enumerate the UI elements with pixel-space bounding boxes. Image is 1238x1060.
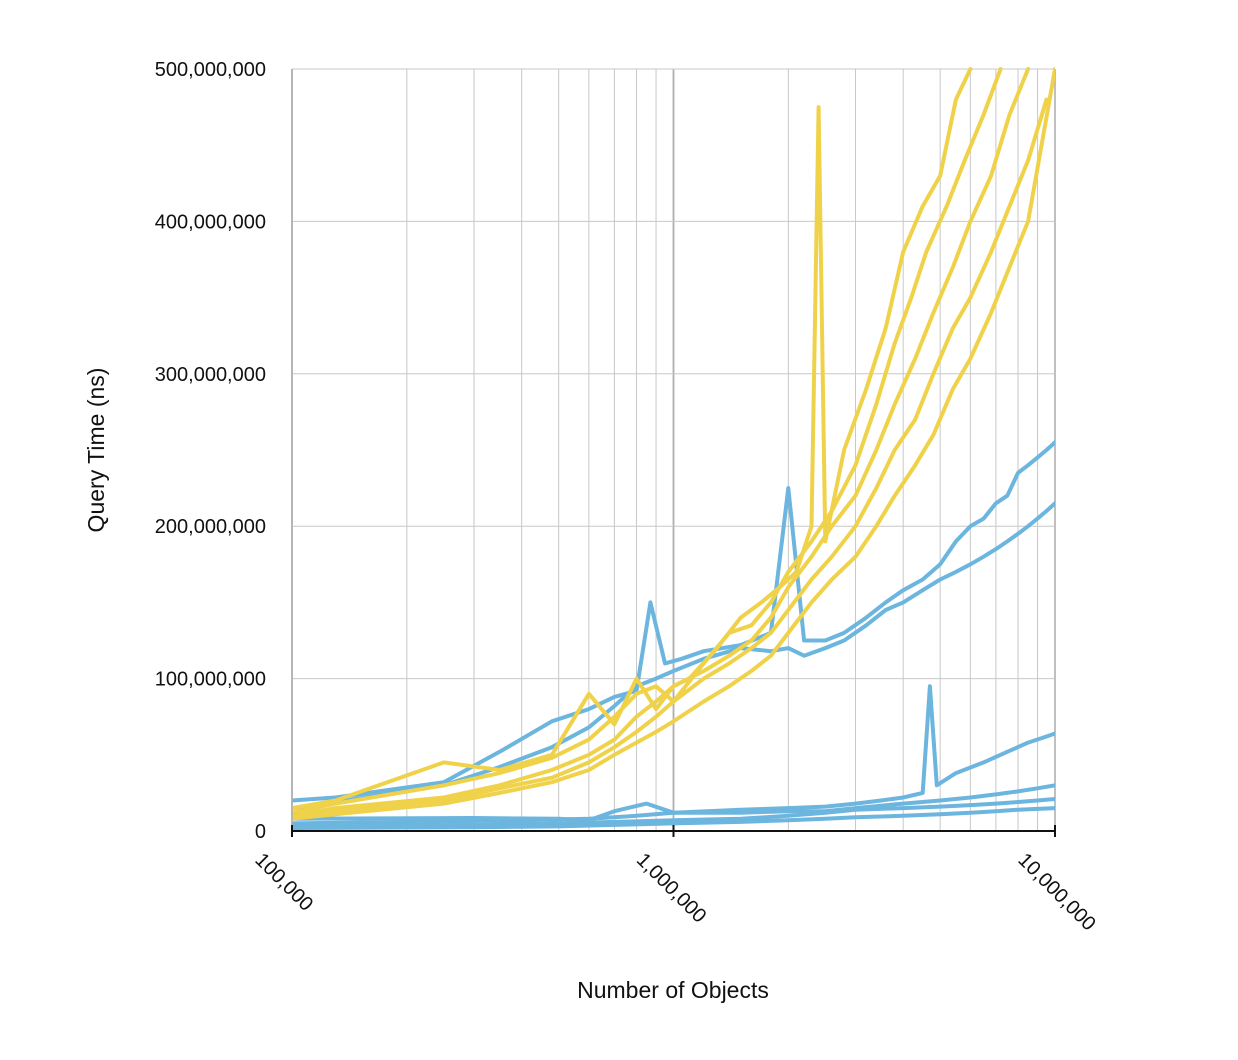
series-line-yellow-4 xyxy=(292,97,1049,820)
y-tick-label: 300,000,000 xyxy=(155,364,266,386)
y-tick-label: 500,000,000 xyxy=(155,59,266,81)
series-line-blue-2 xyxy=(292,501,1055,811)
x-tick-label: 1,000,000 xyxy=(632,849,710,927)
x-tick-label: 100,000 xyxy=(250,849,317,916)
grid xyxy=(291,68,1056,832)
y-tick-label: 200,000,000 xyxy=(155,516,266,538)
series-line-blue-5 xyxy=(292,797,1055,829)
axes xyxy=(291,69,1056,837)
series-line-yellow-5 xyxy=(292,67,1055,821)
y-tick-label: 100,000,000 xyxy=(155,669,266,691)
y-tick-label: 400,000,000 xyxy=(155,211,266,233)
x-tick-label: 10,000,000 xyxy=(1013,849,1099,935)
series-line-yellow-2 xyxy=(292,67,1003,815)
series-line-blue-6 xyxy=(292,806,1055,830)
series-line-blue-3 xyxy=(292,684,1055,826)
y-axis-title: Query Time (ns) xyxy=(83,368,109,533)
x-axis-title: Number of Objects xyxy=(577,977,769,1003)
series-group xyxy=(292,67,1055,830)
series-line-yellow-1 xyxy=(292,67,973,811)
series-line-blue-4 xyxy=(292,783,1055,823)
series-line-yellow-3 xyxy=(292,67,1031,818)
y-tick-label: 0 xyxy=(255,821,266,843)
